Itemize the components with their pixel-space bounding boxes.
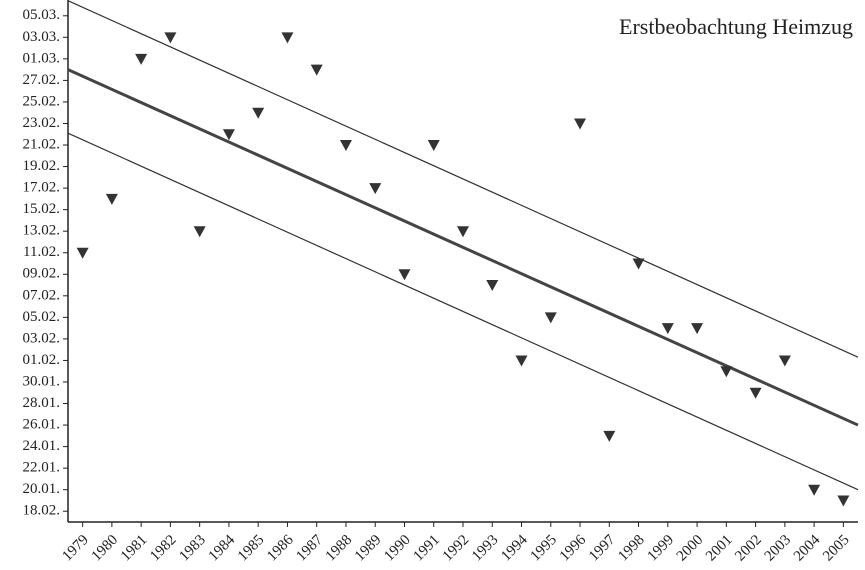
y-tick-label: 13.02. bbox=[23, 223, 61, 239]
marker bbox=[222, 129, 235, 141]
x-tick-label: 1988 bbox=[323, 532, 356, 565]
marker bbox=[720, 366, 733, 378]
x-tick-label: 1987 bbox=[293, 532, 326, 565]
marker bbox=[369, 183, 382, 195]
x-tick-label: 1990 bbox=[381, 532, 414, 565]
x-tick-label: 2002 bbox=[732, 532, 765, 565]
marker bbox=[105, 193, 118, 205]
x-tick-label: 2003 bbox=[762, 532, 795, 565]
marker bbox=[281, 32, 294, 44]
trend-line bbox=[67, 132, 859, 491]
y-tick-label: 22.01. bbox=[23, 460, 61, 476]
x-tick-label: 1981 bbox=[118, 532, 151, 565]
y-tick-label: 27.02. bbox=[23, 72, 61, 88]
title-box bbox=[574, 8, 858, 50]
y-tick-label: 18.02. bbox=[23, 503, 61, 519]
y-tick-label: 25.02. bbox=[23, 93, 61, 109]
marker bbox=[778, 355, 791, 367]
x-tick-label: 1989 bbox=[352, 532, 385, 565]
marker bbox=[749, 387, 762, 399]
x-tick-label: 1997 bbox=[586, 532, 619, 565]
x-tick-label: 1993 bbox=[469, 532, 502, 565]
marker bbox=[398, 269, 411, 281]
y-tick-label: 19.02. bbox=[23, 158, 61, 174]
y-tick-label: 21.02. bbox=[23, 136, 61, 152]
marker bbox=[164, 32, 177, 44]
marker bbox=[486, 280, 499, 292]
y-tick-label: 15.02. bbox=[23, 201, 61, 217]
marker bbox=[76, 247, 89, 259]
y-tick-label: 24.01. bbox=[23, 438, 61, 454]
x-tick-label: 1980 bbox=[89, 532, 122, 565]
y-tick-label: 03.03. bbox=[23, 29, 61, 45]
y-tick-label: 26.01. bbox=[23, 417, 61, 433]
x-tick-label: 1991 bbox=[410, 532, 443, 565]
y-tick-label: 20.01. bbox=[23, 481, 61, 497]
x-tick-label: 1986 bbox=[264, 532, 297, 565]
x-tick-label: 2005 bbox=[820, 532, 853, 565]
marker bbox=[574, 118, 587, 130]
marker bbox=[135, 53, 148, 65]
y-tick-label: 30.01. bbox=[23, 373, 61, 389]
x-tick-label: 1996 bbox=[557, 532, 590, 565]
x-tick-label: 2000 bbox=[674, 532, 707, 565]
y-tick-label: 01.02. bbox=[23, 352, 61, 368]
marker bbox=[603, 430, 616, 442]
marker bbox=[808, 484, 821, 496]
x-tick-label: 1995 bbox=[528, 532, 561, 565]
marker bbox=[427, 140, 440, 152]
x-tick-label: 1998 bbox=[615, 532, 648, 565]
x-tick-label: 1979 bbox=[59, 532, 92, 565]
y-tick-label: 09.02. bbox=[23, 266, 61, 282]
y-tick-label: 17.02. bbox=[23, 180, 61, 196]
y-tick-label: 05.03. bbox=[23, 7, 61, 23]
chart-title: Erstbeobachtung Heimzug bbox=[619, 14, 853, 39]
y-tick-label: 23.02. bbox=[23, 115, 61, 131]
marker bbox=[632, 258, 645, 270]
marker bbox=[339, 140, 352, 152]
y-tick-label: 05.02. bbox=[23, 309, 61, 325]
marker bbox=[691, 323, 704, 335]
x-tick-label: 1984 bbox=[206, 532, 239, 565]
marker bbox=[252, 107, 265, 119]
trend-line bbox=[67, 68, 859, 427]
x-tick-label: 1999 bbox=[645, 532, 678, 565]
marker bbox=[310, 64, 323, 76]
y-tick-label: 11.02. bbox=[23, 244, 60, 260]
marker bbox=[515, 355, 528, 367]
y-tick-label: 07.02. bbox=[23, 287, 61, 303]
y-tick-label: 03.02. bbox=[23, 330, 61, 346]
x-tick-label: 2001 bbox=[703, 532, 736, 565]
x-tick-label: 2004 bbox=[791, 532, 824, 565]
marker bbox=[837, 495, 850, 507]
marker bbox=[457, 226, 469, 238]
y-tick-label: 01.03. bbox=[23, 50, 61, 66]
x-tick-label: 1985 bbox=[235, 532, 268, 565]
x-tick-label: 1994 bbox=[498, 532, 531, 565]
x-tick-label: 1992 bbox=[440, 532, 473, 565]
marker bbox=[544, 312, 557, 324]
x-tick-label: 1982 bbox=[147, 532, 180, 565]
marker bbox=[661, 323, 674, 335]
trend-line bbox=[67, 0, 859, 358]
y-tick-label: 28.01. bbox=[23, 395, 61, 411]
x-tick-label: 1983 bbox=[176, 532, 209, 565]
marker bbox=[193, 226, 206, 238]
